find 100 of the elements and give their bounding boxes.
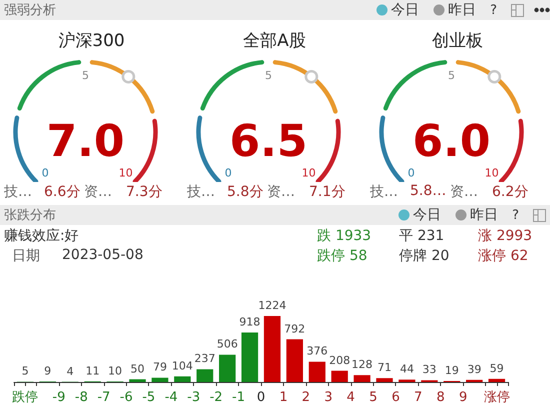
x-tick-label: -3: [187, 390, 200, 405]
bar: [354, 375, 370, 382]
x-tick-label: -5: [142, 390, 156, 405]
text: 10: [484, 166, 499, 180]
data-label: 39: [467, 362, 482, 376]
data-label: 9: [44, 364, 52, 378]
text: 6.6分: [44, 183, 80, 201]
bar: [264, 316, 281, 382]
data-label: 5: [22, 364, 29, 378]
text: 日期: [12, 247, 40, 265]
text: 7.0: [46, 116, 124, 167]
x-tick-label: 3: [324, 390, 333, 405]
data-label: 4: [66, 364, 74, 378]
data-label: 208: [329, 354, 350, 367]
x-tick-label: 7: [414, 390, 422, 405]
data-label: 10: [108, 364, 122, 378]
text: 赚钱效应:好: [4, 227, 79, 245]
data-label: 79: [152, 360, 167, 374]
x-tick-label: 0: [256, 390, 266, 405]
data-label: 128: [352, 358, 373, 372]
text: 6.5: [230, 116, 308, 167]
x-tick-label: -6: [120, 390, 133, 405]
data-label: 19: [444, 364, 459, 377]
text: 跌 1933: [317, 227, 372, 245]
text: 跌停 58: [317, 247, 368, 265]
bar: [129, 379, 146, 382]
text: ?: [490, 2, 497, 18]
text: 10: [118, 166, 133, 180]
text: 涨停 62: [478, 247, 528, 265]
x-tick-label: -2: [210, 390, 223, 405]
data-label: 33: [422, 363, 436, 376]
text: 技…: [370, 183, 398, 201]
text: 涨 2993: [478, 227, 532, 245]
text: 资…: [450, 183, 478, 201]
text: 停牌 20: [399, 247, 450, 265]
text: 5.8…: [410, 183, 446, 199]
data-label: 71: [378, 361, 392, 374]
bar: [286, 339, 303, 382]
data-label: 50: [130, 362, 144, 376]
text: 6.2分: [492, 183, 528, 201]
x-tick-label: 2: [302, 390, 310, 405]
text: 0: [224, 166, 232, 180]
text: 全部A股: [243, 31, 306, 51]
data-label: 1224: [258, 299, 286, 312]
bar: [308, 362, 326, 382]
data-label: 44: [400, 362, 414, 376]
data-label: 11: [86, 364, 100, 378]
bar: [174, 376, 191, 382]
x-tick-label: 8: [436, 390, 445, 405]
bar: [241, 332, 258, 382]
data-label: 506: [216, 338, 238, 351]
x-tick-label: 4: [346, 390, 355, 405]
text: ?: [512, 208, 519, 222]
text: 今日: [391, 1, 420, 19]
x-tick-label: -1: [232, 390, 246, 405]
text: 强弱分析: [4, 2, 57, 19]
x-tick-label: 1: [279, 390, 288, 405]
text: 0: [408, 166, 415, 180]
text: 5: [82, 69, 89, 82]
x-tick-label: 5: [369, 390, 378, 405]
text: 10: [302, 166, 316, 180]
x-tick-label: -9: [52, 390, 66, 405]
x-tick-label: -7: [97, 390, 110, 405]
data-label: 237: [194, 352, 216, 366]
bar: [488, 378, 506, 382]
text: 7.3分: [126, 183, 162, 201]
x-tick-label: 6: [392, 390, 400, 405]
bar: [152, 378, 168, 382]
text: 今日: [413, 206, 442, 224]
bar: [196, 369, 214, 382]
bar: [331, 370, 348, 382]
text: 5: [265, 69, 272, 82]
data-label: 59: [490, 362, 504, 375]
x-tick-label: 跌停: [12, 390, 38, 405]
text: 创业板: [432, 31, 483, 51]
x-tick-label: 涨停: [484, 390, 510, 405]
data-label: 792: [284, 322, 306, 336]
text: 2023-05-08: [62, 247, 144, 263]
text: 昨日: [448, 1, 476, 19]
x-tick-label: -8: [74, 390, 88, 405]
text: 平 231: [399, 227, 444, 245]
text: 昨日: [470, 206, 498, 224]
x-tick-label: -4: [164, 390, 178, 405]
text: 5.8分: [227, 183, 264, 201]
text: 沪深300: [58, 31, 125, 51]
bar: [219, 354, 236, 382]
data-label: 918: [239, 316, 260, 328]
text: 资…: [84, 183, 112, 201]
text: 6.0: [412, 116, 490, 167]
text: 0: [42, 166, 49, 180]
data-label: 376: [306, 344, 328, 358]
x-tick-label: 9: [458, 390, 468, 405]
text: 资…: [267, 183, 295, 201]
data-label: 104: [172, 359, 193, 372]
text: 张跌分布: [4, 207, 57, 224]
text: 7.1分: [309, 183, 346, 201]
bar: [376, 378, 393, 382]
text: 技…: [187, 183, 215, 201]
text: 5: [448, 69, 455, 82]
text: 技…: [4, 183, 32, 201]
